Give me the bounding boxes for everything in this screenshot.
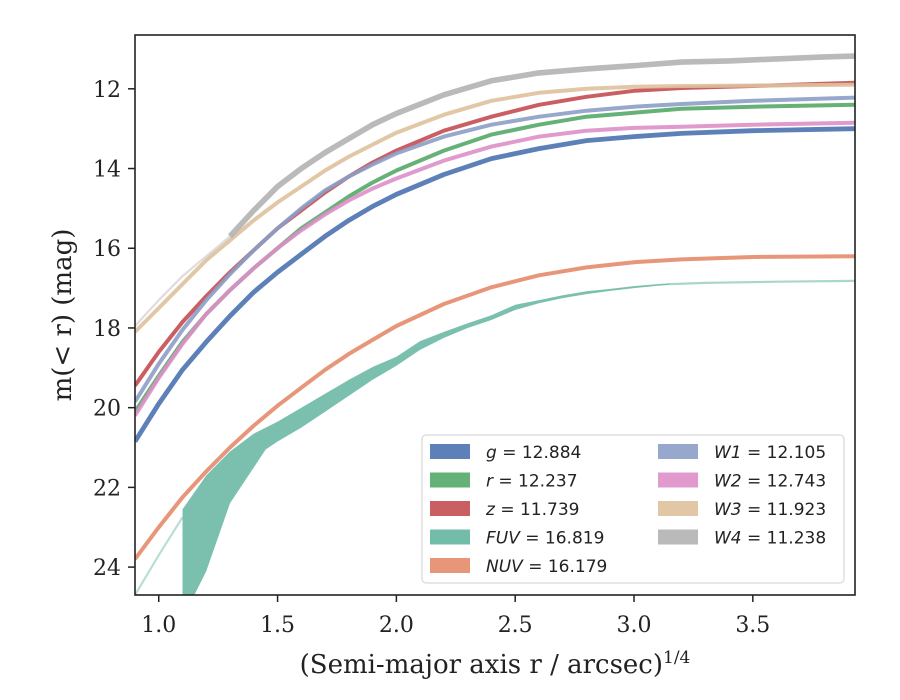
series-fuv	[135, 279, 855, 595]
legend-item-nuv: NUV = 16.179	[430, 557, 607, 577]
series-fuv-extrapolation	[135, 516, 184, 595]
legend-label: g = 12.884	[486, 443, 581, 463]
legend-label: W4 = 11.238	[714, 529, 826, 549]
legend: g = 12.884 r = 12.237 z = 11.739 FUV = 16.8…	[421, 434, 845, 584]
series-w3	[135, 82, 855, 334]
series-w2-line	[135, 120, 855, 417]
curve-layer	[135, 53, 855, 595]
x-tick-label: 2.0	[379, 613, 414, 638]
x-tick-label: 1.5	[260, 613, 295, 638]
legend-label: W3 = 11.923	[714, 500, 826, 520]
legend-swatch	[430, 444, 470, 459]
series-fuv-uncertainty-band	[182, 283, 670, 595]
legend-swatch	[430, 529, 470, 545]
series-w4-line	[227, 53, 855, 239]
x-tick-label: 3.5	[735, 613, 770, 638]
y-tick-label: 18	[93, 317, 121, 342]
x-tick-label: 3.0	[617, 613, 652, 638]
plot-frame	[134, 34, 856, 596]
x-tick-label: 2.5	[498, 613, 533, 638]
y-tick-label: 22	[93, 476, 121, 501]
legend-item-fuv: FUV = 16.819	[430, 529, 604, 549]
legend-swatch	[658, 472, 698, 488]
legend-swatch	[430, 558, 470, 573]
y-tick-label: 12	[93, 78, 121, 103]
series-nuv	[135, 254, 855, 561]
x-axis: 1.0 1.5 2.0 2.5 3.0 3.5	[141, 595, 770, 638]
y-tick-label: 16	[93, 237, 121, 262]
legend-swatch	[658, 529, 698, 545]
legend-swatch	[658, 501, 698, 516]
series-w4-extrapolation	[135, 235, 231, 327]
series-z-line	[135, 80, 855, 387]
y-axis-label: m(< r) (mag)	[48, 229, 78, 402]
y-tick-label: 14	[93, 158, 121, 183]
series-w4	[135, 53, 855, 327]
y-tick-label: 20	[93, 397, 121, 422]
legend-item-r: r = 12.237	[430, 472, 578, 492]
legend-label: W2 = 12.743	[714, 472, 826, 492]
legend-item-w2: W2 = 12.743	[658, 472, 826, 492]
legend-item-w1: W1 = 12.105	[658, 443, 826, 463]
series-w3-line	[135, 82, 855, 334]
legend-item-g: g = 12.884	[430, 443, 581, 463]
legend-item-w4: W4 = 11.238	[658, 529, 826, 549]
legend-label: NUV = 16.179	[486, 557, 607, 577]
legend-box	[421, 434, 845, 584]
series-fuv-extrapolated-line	[669, 279, 855, 286]
series-g-line	[135, 126, 855, 443]
y-tick-label: 24	[93, 556, 121, 581]
series-w2	[135, 120, 855, 417]
legend-item-z: z = 11.739	[430, 500, 579, 520]
legend-label: FUV = 16.819	[486, 529, 604, 549]
legend-label: W1 = 12.105	[714, 443, 826, 463]
series-nuv-line	[135, 254, 855, 561]
legend-swatch	[430, 472, 470, 488]
x-axis-label: (Semi-major axis r / arcsec)1/4	[300, 648, 691, 680]
legend-label: z = 11.739	[485, 500, 579, 520]
legend-swatch	[658, 444, 698, 459]
legend-label: r = 12.237	[486, 472, 578, 492]
series-g	[135, 126, 855, 443]
series-w1	[135, 95, 855, 403]
series-z	[135, 80, 855, 387]
y-axis: 12 14 16 18 20 22 24	[93, 78, 135, 581]
x-tick-label: 1.0	[141, 613, 176, 638]
series-w1-line	[135, 95, 855, 403]
legend-swatch	[430, 501, 470, 516]
legend-item-w3: W3 = 11.923	[658, 500, 826, 520]
